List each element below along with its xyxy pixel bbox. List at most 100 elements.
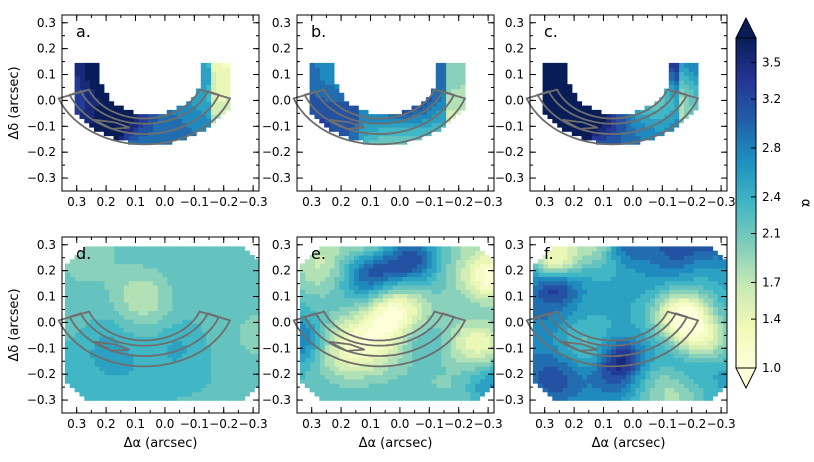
y-tick-label: −0.3 <box>262 171 291 185</box>
panel-b-contours <box>292 88 467 146</box>
panel-f-map <box>532 246 727 401</box>
y-tick-label: −0.3 <box>495 393 524 407</box>
x-tick-label: −0.2 <box>677 417 706 431</box>
panel-label: f. <box>544 244 554 263</box>
colorbar-max-arrow <box>735 16 757 39</box>
colorbar-tick-label: 1.4 <box>762 312 781 326</box>
x-tick-label: 0.0 <box>390 195 409 209</box>
y-tick-label: −0.1 <box>27 119 56 133</box>
y-tick-label: −0.2 <box>495 145 524 159</box>
panel-label: b. <box>311 22 326 41</box>
y-tick-label: 0.2 <box>37 264 56 278</box>
x-tick-label: 0.3 <box>67 417 86 431</box>
y-tick-label: 0.3 <box>37 16 56 30</box>
x-tick-label: 0.2 <box>332 417 351 431</box>
panel-d-map <box>64 246 259 401</box>
panel-d-contours <box>57 310 232 368</box>
panel-label: e. <box>311 244 326 263</box>
y-tick-label: 0.1 <box>37 290 56 304</box>
x-tick-label: −0.1 <box>180 195 209 209</box>
y-axis-label: Δδ (arcsec) <box>7 288 22 361</box>
y-tick-label: −0.3 <box>495 171 524 185</box>
panel-c-map <box>542 62 699 145</box>
x-tick-label: 0.2 <box>332 195 351 209</box>
panel-a-map <box>74 62 231 145</box>
x-axis-label: Δα (arcsec) <box>592 436 666 451</box>
x-tick-label: −0.3 <box>707 417 736 431</box>
x-tick-label: 0.1 <box>126 417 145 431</box>
x-tick-label: −0.1 <box>180 417 209 431</box>
x-tick-label: −0.2 <box>209 195 238 209</box>
x-tick-label: −0.2 <box>209 417 238 431</box>
y-tick-label: 0.1 <box>505 68 524 82</box>
y-tick-label: −0.3 <box>262 393 291 407</box>
colorbar-gradient <box>735 37 757 369</box>
x-tick-label: 0.0 <box>155 417 174 431</box>
panel-a-contours <box>57 88 232 146</box>
y-tick-label: −0.2 <box>27 367 56 381</box>
x-tick-label: 0.3 <box>302 195 321 209</box>
colorbar-tick-label: 1.7 <box>762 275 781 289</box>
panel-d: 0.3 0.2 0.1 0.0 −0.1 −0.2 −0.30.30.20.10.0−0.1… <box>7 236 268 451</box>
panel-label: d. <box>76 244 91 263</box>
x-tick-label: −0.1 <box>415 195 444 209</box>
panel-e-map <box>299 246 494 401</box>
x-tick-label: 0.3 <box>67 195 86 209</box>
y-tick-label: 0.1 <box>37 68 56 82</box>
x-tick-label: −0.3 <box>239 195 268 209</box>
x-tick-label: 0.0 <box>390 417 409 431</box>
x-tick-label: −0.3 <box>239 417 268 431</box>
y-tick-label: −0.1 <box>27 341 56 355</box>
x-tick-label: 0.3 <box>535 195 554 209</box>
panel-b: 0.3 0.2 0.1 0.0 −0.1 −0.2 −0.30.30.20.10.0−0.1… <box>262 14 503 209</box>
colorbar-tick-label: 2.8 <box>762 141 781 155</box>
colorbar-min-arrow <box>735 367 757 390</box>
y-tick-label: 0.2 <box>272 42 291 56</box>
panel-b-frame <box>296 14 495 192</box>
colorbar-tick-label: 3.5 <box>762 55 781 69</box>
y-tick-label: 0.2 <box>505 264 524 278</box>
colorbar-tick-label: 1.0 <box>762 361 781 375</box>
y-tick-label: 0.0 <box>272 315 291 329</box>
y-tick-label: 0.3 <box>272 16 291 30</box>
panel-d-frame <box>61 236 260 414</box>
y-tick-label: 0.1 <box>272 290 291 304</box>
y-axis-label: Δδ (arcsec) <box>7 66 22 139</box>
colorbar-tick-label: 3.2 <box>762 92 781 106</box>
panel-f-contours <box>525 310 700 368</box>
x-tick-label: 0.2 <box>565 417 584 431</box>
y-tick-label: 0.3 <box>272 238 291 252</box>
y-tick-label: 0.0 <box>505 315 524 329</box>
y-tick-label: 0.3 <box>505 238 524 252</box>
y-tick-label: 0.0 <box>37 315 56 329</box>
panel-e-contours <box>292 310 467 368</box>
x-tick-label: 0.2 <box>565 195 584 209</box>
x-tick-label: −0.2 <box>677 195 706 209</box>
x-tick-label: 0.3 <box>535 417 554 431</box>
y-tick-label: 0.1 <box>272 68 291 82</box>
y-tick-label: −0.3 <box>27 171 56 185</box>
x-tick-label: −0.1 <box>648 417 677 431</box>
y-tick-label: −0.3 <box>27 393 56 407</box>
panel-f: 0.3 0.2 0.1 0.0 −0.1 −0.2 −0.30.30.20.10.0−0.1… <box>495 236 736 451</box>
x-tick-label: 0.0 <box>623 195 642 209</box>
y-tick-label: −0.2 <box>262 145 291 159</box>
x-tick-label: 0.2 <box>97 195 116 209</box>
x-tick-label: 0.1 <box>126 195 145 209</box>
panel-e: 0.3 0.2 0.1 0.0 −0.1 −0.2 −0.30.30.20.10.0−0.1… <box>262 236 503 451</box>
panels: 0.3 0.2 0.1 0.0 −0.1 −0.2 −0.30.30.20.10.0−0.1… <box>7 14 736 451</box>
x-tick-label: −0.3 <box>474 417 503 431</box>
panel-a: 0.3 0.2 0.1 0.0 −0.1 −0.2 −0.30.30.20.10.0−0.1… <box>7 14 268 209</box>
y-tick-label: 0.2 <box>505 42 524 56</box>
y-tick-label: −0.2 <box>27 145 56 159</box>
y-tick-label: 0.2 <box>272 264 291 278</box>
y-tick-label: 0.0 <box>505 93 524 107</box>
x-tick-label: 0.1 <box>594 195 613 209</box>
y-tick-label: −0.1 <box>495 341 524 355</box>
panel-a-frame <box>61 14 260 192</box>
x-tick-label: 0.1 <box>361 417 380 431</box>
y-tick-label: 0.0 <box>37 93 56 107</box>
y-tick-label: −0.1 <box>262 119 291 133</box>
x-axis-label: Δα (arcsec) <box>359 436 433 451</box>
